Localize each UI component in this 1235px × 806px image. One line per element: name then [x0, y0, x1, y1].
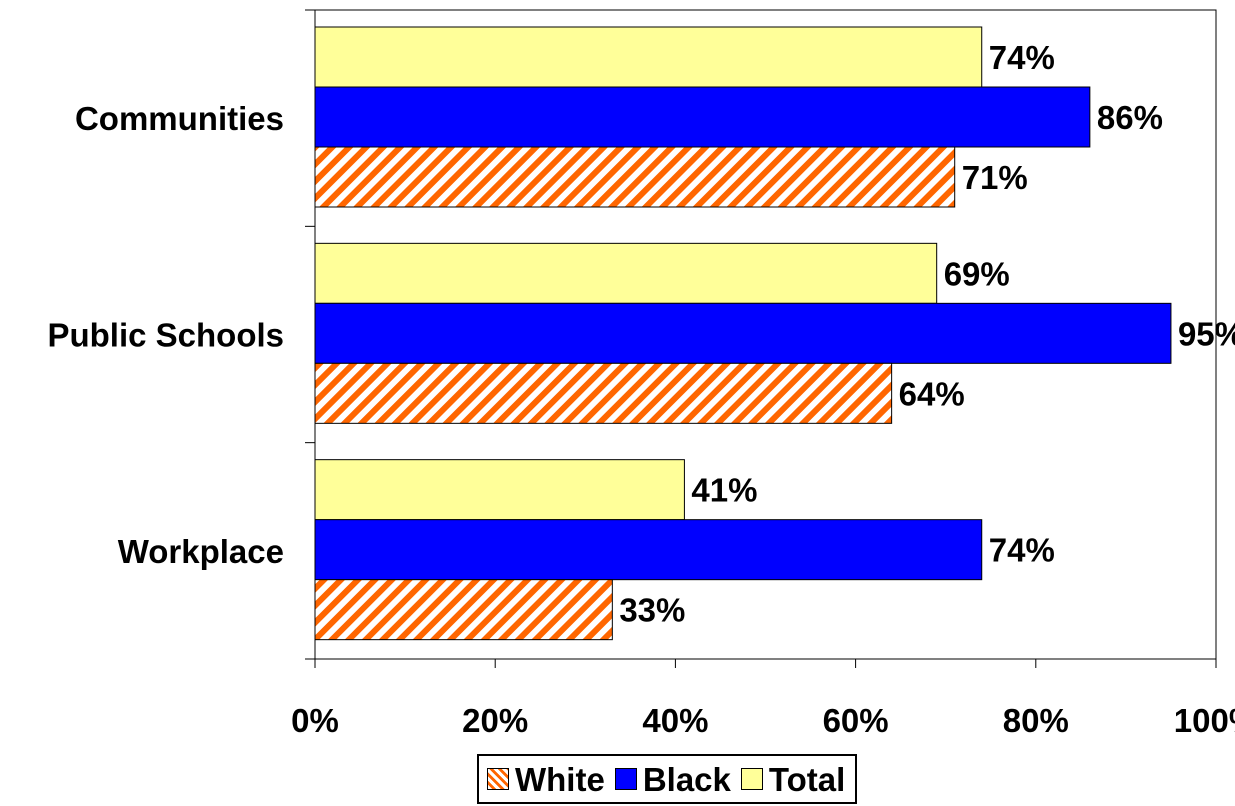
legend: White Black Total	[477, 754, 858, 804]
bar-white-public-schools	[314, 362, 893, 424]
bar-black-public-schools	[314, 302, 1172, 364]
x-tick-label: 20%	[462, 702, 528, 739]
legend-swatch-black	[614, 768, 637, 790]
x-tick-label: 100%	[1174, 702, 1235, 739]
bar-black-workplace	[314, 519, 983, 581]
x-tick-label: 80%	[1003, 702, 1069, 739]
legend-label-white: White	[515, 760, 605, 798]
legend-swatch-white	[487, 768, 509, 790]
data-label-white-workplace: 33%	[619, 592, 685, 629]
data-label-black-communities: 86%	[1097, 99, 1163, 136]
legend-label-total: Total	[768, 760, 846, 798]
legend-label-black: Black	[642, 760, 731, 798]
bar-white-workplace	[314, 579, 613, 641]
data-label-white-communities: 71%	[962, 159, 1028, 196]
category-label-public-schools: Public Schools	[47, 317, 284, 354]
category-label-communities: Communities	[75, 100, 284, 137]
legend-item-total: Total	[740, 760, 846, 798]
data-label-black-workplace: 74%	[989, 532, 1055, 569]
data-label-black-public-schools: 95%	[1178, 315, 1235, 352]
x-tick-label: 60%	[823, 702, 889, 739]
data-label-total-workplace: 41%	[691, 472, 757, 509]
bar-total-workplace	[314, 459, 685, 521]
legend-item-black: Black	[614, 760, 731, 798]
category-label-workplace: Workplace	[118, 533, 284, 570]
data-label-white-public-schools: 64%	[899, 375, 965, 412]
x-tick-label: 0%	[291, 702, 339, 739]
bar-white-communities	[314, 146, 956, 208]
legend-item-white: White	[487, 763, 605, 796]
data-label-total-public-schools: 69%	[944, 255, 1010, 292]
x-tick-label: 40%	[642, 702, 708, 739]
bar-black-communities	[314, 86, 1091, 148]
plot-area: 74% 86% 71% Communities 69% 95% 64% Public Scho…	[47, 9, 1235, 739]
bar-total-communities	[314, 26, 983, 88]
data-label-total-communities: 74%	[989, 39, 1055, 76]
bar-total-public-schools	[314, 242, 938, 304]
legend-swatch-total	[740, 768, 763, 790]
